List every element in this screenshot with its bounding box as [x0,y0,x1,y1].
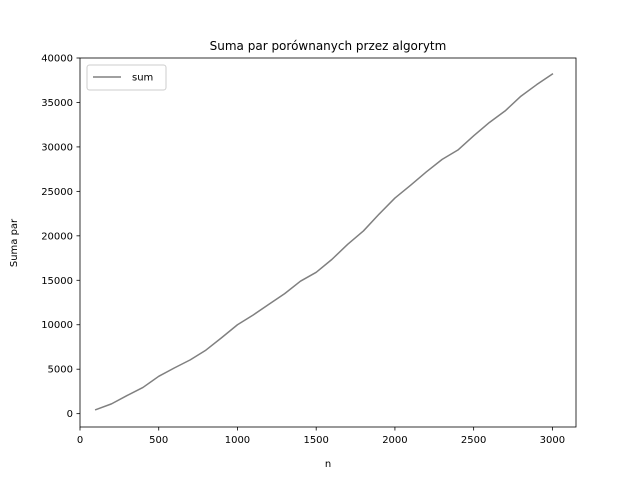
y-tick-label: 30000 [41,142,73,153]
x-tick-label: 0 [77,435,83,446]
series-line-sum [94,72,554,411]
x-tick-label: 2500 [461,435,486,446]
y-tick-label: 40000 [41,54,73,65]
x-tick-label: 1000 [225,435,250,446]
legend: sum [86,64,167,91]
y-tick-label: 20000 [41,231,73,242]
x-tick-label: 3000 [540,435,565,446]
axes-frame [79,57,577,428]
y-axis-label: Suma par [9,218,20,267]
x-tick-label: 1500 [303,435,328,446]
y-tick-label: 5000 [48,365,73,376]
x-axis-label: n [325,459,331,470]
y-tick-label: 0 [67,409,73,420]
x-tick-label: 2000 [382,435,407,446]
y-tick-label: 35000 [41,98,73,109]
plot-area: 0 500 1000 1500 2000 2500 30000500010000150002… [41,54,577,446]
chart-title: Suma par porównanych przez algorytm [210,39,447,53]
y-tick-label: 25000 [41,187,73,198]
y-tick-label: 15000 [41,276,73,287]
legend-box [86,64,167,91]
x-tick-label: 500 [149,435,168,446]
legend-label-sum: sum [132,73,153,84]
y-tick-label: 10000 [41,320,73,331]
